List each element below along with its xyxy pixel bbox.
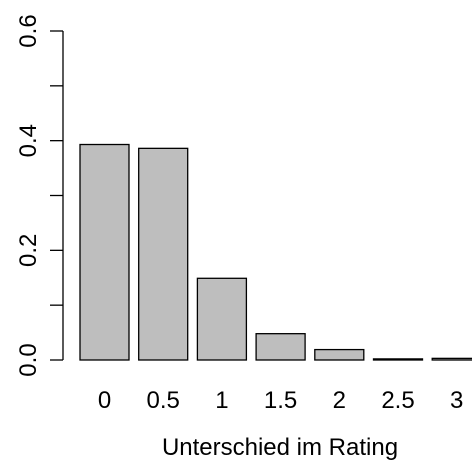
x-tick-label: 1 (215, 387, 228, 414)
x-tick-label: 3 (450, 387, 463, 414)
x-tick-label: 0 (98, 387, 111, 414)
x-tick-label: 2 (333, 387, 346, 414)
bar (138, 147, 189, 361)
x-tick-label: 1.5 (264, 387, 297, 414)
bar (431, 357, 472, 361)
y-tick-label: 0.2 (15, 234, 42, 267)
bars (79, 143, 472, 361)
y-tick-label: 0.6 (15, 14, 42, 47)
bar (314, 348, 365, 361)
y-axis: 0.0 0.2 0.4 0.6 (15, 14, 64, 377)
bar (372, 358, 424, 361)
y-tick-label: 0.0 (15, 343, 42, 376)
x-tick-label: 2.5 (381, 387, 414, 414)
bar (79, 143, 130, 361)
x-tick-labels: 0 0.5 1 1.5 2 2.5 3 (98, 387, 464, 414)
x-tick-label: 0.5 (147, 387, 180, 414)
y-tick-label: 0.4 (15, 124, 42, 157)
x-axis-label: Unterschied im Rating (162, 434, 398, 461)
bar (255, 333, 306, 361)
bar (196, 277, 248, 361)
